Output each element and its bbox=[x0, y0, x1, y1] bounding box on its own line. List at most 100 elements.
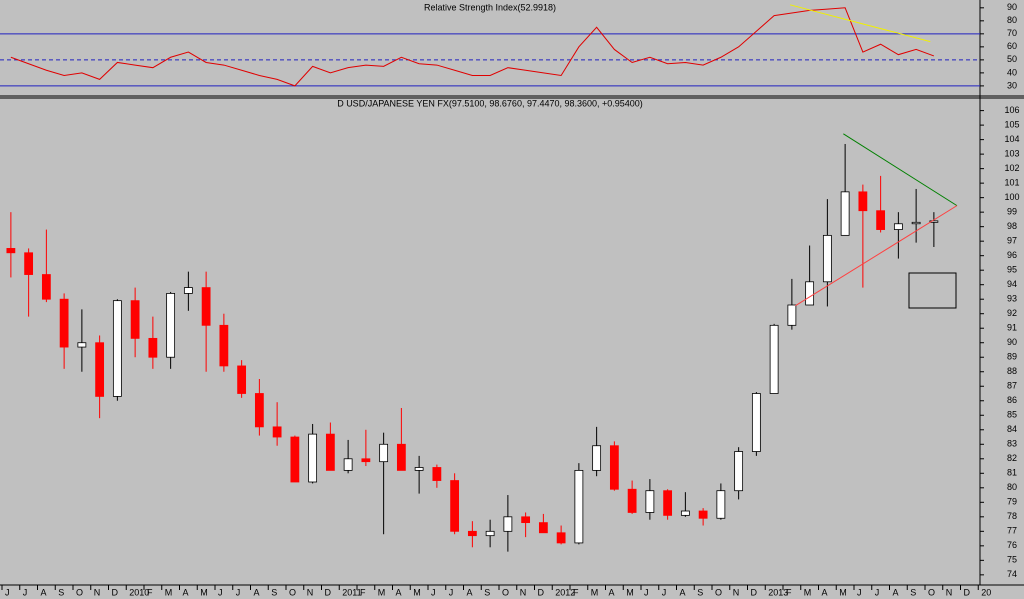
y-tick-label: 103 bbox=[1004, 149, 1019, 159]
candle-body bbox=[166, 292, 176, 358]
x-tick-label: 2013 bbox=[768, 587, 788, 597]
y-tick-label: 85 bbox=[1007, 410, 1017, 420]
x-tick-label: O bbox=[928, 587, 935, 597]
rsi-line bbox=[10, 7, 935, 87]
y-tick-label: 90 bbox=[1007, 337, 1017, 347]
candle-body bbox=[219, 324, 229, 367]
y-tick-label: 87 bbox=[1007, 381, 1017, 391]
y-tick-label: 89 bbox=[1007, 352, 1017, 362]
candle-body bbox=[911, 221, 921, 225]
y-tick-label: 98 bbox=[1007, 221, 1017, 231]
y-tick-label: 80 bbox=[1007, 15, 1017, 25]
y-tick-label: 99 bbox=[1007, 207, 1017, 217]
x-tick-label: S bbox=[697, 587, 703, 597]
candle-body bbox=[361, 458, 371, 463]
candle-body bbox=[663, 490, 673, 516]
candle-body bbox=[698, 510, 708, 519]
candle-body bbox=[609, 445, 619, 490]
candle-body bbox=[379, 443, 389, 463]
y-tick-label: 90 bbox=[1007, 2, 1017, 12]
candle-body bbox=[183, 287, 193, 294]
candle-body bbox=[325, 433, 335, 471]
candle-body bbox=[24, 252, 34, 275]
x-tick-label: M bbox=[413, 587, 421, 597]
y-tick-label: 50 bbox=[1007, 54, 1017, 64]
x-tick-label: A bbox=[183, 587, 189, 597]
y-tick-label: 94 bbox=[1007, 279, 1017, 289]
candle-body bbox=[876, 210, 886, 230]
x-tick-label: N bbox=[946, 587, 953, 597]
x-tick-label: 2011 bbox=[342, 587, 361, 597]
x-tick-label: M bbox=[200, 587, 208, 597]
candle-body bbox=[592, 445, 602, 471]
y-tick-label: 40 bbox=[1007, 67, 1017, 77]
candle-body bbox=[6, 248, 16, 254]
candle-body bbox=[467, 530, 477, 537]
candle-body bbox=[432, 467, 442, 481]
candle-body bbox=[130, 300, 140, 339]
candle-body bbox=[148, 337, 158, 358]
y-tick-label: 78 bbox=[1007, 511, 1017, 521]
candle-body bbox=[840, 191, 850, 236]
x-tick-label: D bbox=[538, 587, 545, 597]
y-tick-label: 74 bbox=[1007, 569, 1017, 579]
x-tick-label: D bbox=[112, 587, 119, 597]
trendline bbox=[843, 133, 958, 207]
candle-body bbox=[574, 469, 584, 544]
candle-body bbox=[734, 451, 744, 492]
candle-body bbox=[237, 365, 247, 394]
candle-body bbox=[290, 436, 300, 483]
candle-body bbox=[396, 443, 406, 471]
candle-body bbox=[272, 426, 282, 438]
x-tick-label: D bbox=[964, 587, 971, 597]
y-tick-label: 95 bbox=[1007, 265, 1017, 275]
trendline bbox=[789, 4, 931, 43]
x-tick-label: J bbox=[5, 587, 10, 597]
rsi-title: Relative Strength Index(52.9918) bbox=[424, 2, 556, 12]
x-tick-label: 2010 bbox=[129, 587, 149, 597]
y-tick-label: 97 bbox=[1007, 236, 1017, 246]
candle-body bbox=[343, 458, 353, 471]
candle-body bbox=[485, 530, 495, 537]
x-tick-label: M bbox=[591, 587, 599, 597]
x-tick-label: N bbox=[733, 587, 740, 597]
y-tick-label: 88 bbox=[1007, 366, 1017, 376]
x-tick-label: M bbox=[804, 587, 812, 597]
y-tick-label: 81 bbox=[1007, 468, 1017, 478]
x-tick-label: N bbox=[307, 587, 314, 597]
x-tick-label: O bbox=[289, 587, 296, 597]
x-tick-label: M bbox=[626, 587, 634, 597]
candle-body bbox=[627, 488, 637, 513]
candle-body bbox=[201, 287, 211, 326]
y-tick-label: 83 bbox=[1007, 439, 1017, 449]
trendline bbox=[795, 205, 958, 307]
y-tick-label: 104 bbox=[1004, 134, 1019, 144]
x-tick-label: S bbox=[484, 587, 490, 597]
x-tick-label: J bbox=[875, 587, 880, 597]
x-tick-label: J bbox=[857, 587, 862, 597]
x-tick-label: A bbox=[680, 587, 686, 597]
x-tick-label: J bbox=[431, 587, 436, 597]
y-tick-label: 102 bbox=[1004, 163, 1019, 173]
candle-body bbox=[751, 393, 761, 452]
price-title: D USD/JAPANESE YEN FX(97.5100, 98.6760, … bbox=[337, 98, 643, 108]
candle-body bbox=[503, 516, 513, 532]
x-tick-label: N bbox=[520, 587, 527, 597]
candle-body bbox=[645, 490, 655, 513]
candle-body bbox=[805, 281, 815, 306]
x-tick-label: O bbox=[715, 587, 722, 597]
x-tick-label: A bbox=[41, 587, 47, 597]
candle-body bbox=[858, 191, 868, 212]
y-tick-label: 96 bbox=[1007, 250, 1017, 260]
candle-body bbox=[716, 490, 726, 519]
candle-body bbox=[59, 298, 69, 348]
y-tick-label: 75 bbox=[1007, 555, 1017, 565]
x-tick-label: J bbox=[644, 587, 649, 597]
y-tick-label: 91 bbox=[1007, 323, 1017, 333]
x-tick-label: J bbox=[236, 587, 241, 597]
candle-body bbox=[929, 220, 939, 223]
candle-body bbox=[308, 433, 318, 483]
x-tick-label: J bbox=[218, 587, 223, 597]
candle-body bbox=[769, 324, 779, 394]
